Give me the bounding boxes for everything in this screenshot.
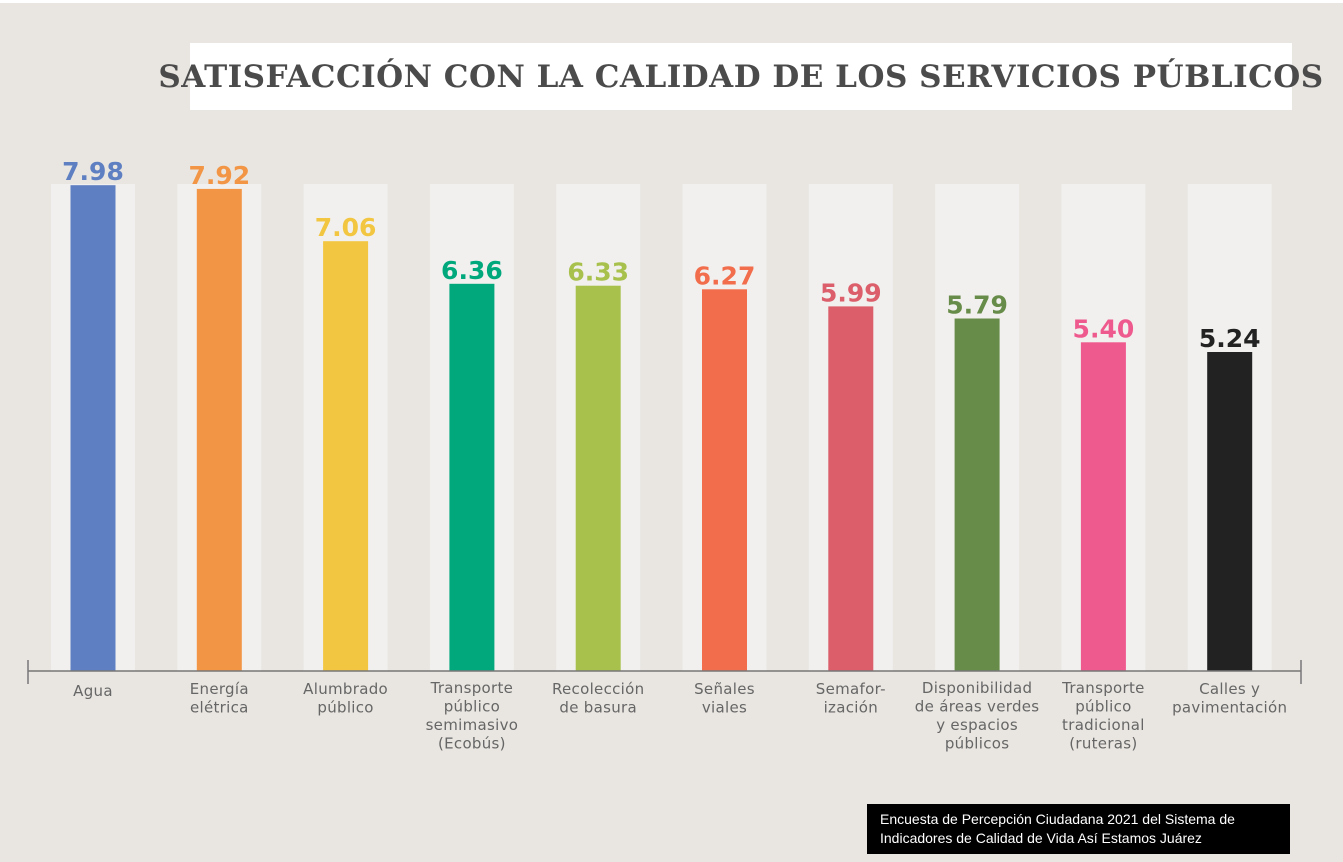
value-label: 5.24 — [1199, 324, 1261, 353]
value-label: 6.36 — [441, 256, 503, 285]
bar — [70, 185, 116, 671]
category-label: Señales viales — [694, 680, 755, 717]
bar — [575, 285, 621, 671]
category-label: Recolección de basura — [552, 680, 644, 717]
category-label: Disponibilidad de áreas verdes y espacios p… — [915, 679, 1040, 753]
bar — [828, 306, 874, 671]
category-label: Alumbrado público — [303, 680, 388, 717]
category-label: Energía elétrica — [190, 680, 249, 717]
value-label: 7.06 — [315, 213, 377, 242]
category-label: Transporte público tradicional (ruteras) — [1061, 679, 1145, 753]
bar — [702, 289, 747, 671]
bar — [196, 188, 242, 671]
bar — [449, 283, 495, 671]
title-box: SATISFACCIÓN CON LA CALIDAD DE LOS SERVI… — [158, 43, 1323, 110]
chart-title: SATISFACCIÓN CON LA CALIDAD DE LOS SERVI… — [158, 58, 1324, 95]
bar — [323, 241, 369, 671]
category-label: Calles y pavimentación — [1172, 680, 1287, 717]
source-line-1: Encuesta de Percepción Ciudadana 2021 de… — [880, 811, 1235, 827]
value-label: 6.27 — [694, 261, 756, 290]
category-label: Transporte público semimasivo (Ecobús) — [426, 679, 519, 753]
bar — [1207, 352, 1253, 671]
value-label: 7.92 — [188, 161, 250, 190]
value-label: 5.79 — [946, 291, 1008, 320]
source-line-2: Indicadores de Calidad de Vida Así Estam… — [880, 830, 1202, 846]
bar — [954, 318, 1000, 671]
category-label: Semafor-ización — [816, 680, 886, 717]
category-label: Agua — [73, 682, 113, 700]
bar — [1080, 342, 1126, 671]
value-label: 6.33 — [567, 258, 629, 287]
value-label: 5.40 — [1073, 314, 1135, 343]
value-label: 5.99 — [820, 278, 882, 307]
source-note: Encuesta de Percepción Ciudadana 2021 de… — [867, 804, 1290, 854]
value-label: 7.98 — [62, 157, 124, 186]
